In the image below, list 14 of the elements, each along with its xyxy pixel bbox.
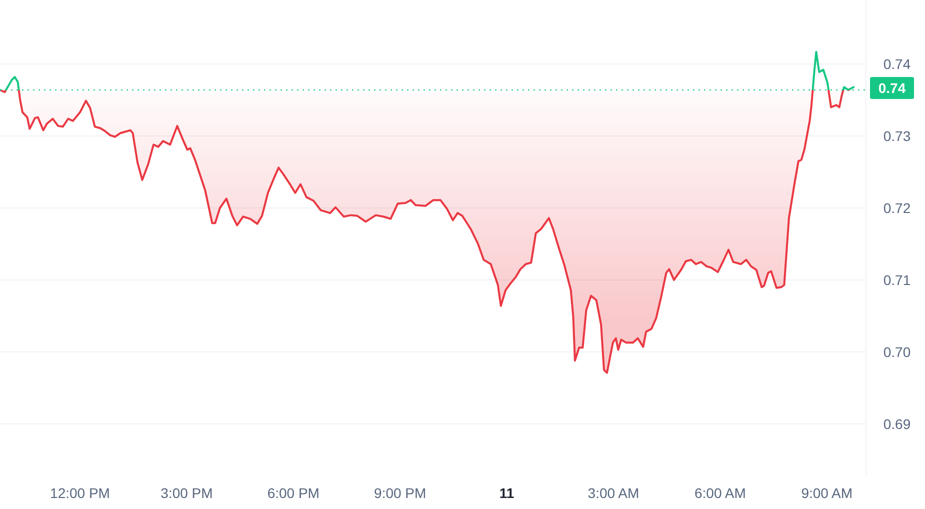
y-tick-label: 0.74 (883, 56, 911, 72)
y-tick-label: 0.70 (883, 344, 911, 360)
x-tick-label: 6:00 AM (694, 485, 746, 501)
y-tick-label: 0.71 (883, 272, 911, 288)
y-tick-label: 0.72 (883, 200, 911, 216)
x-tick-label: 9:00 PM (374, 485, 426, 501)
y-tick-label: 0.69 (883, 416, 911, 432)
x-tick-label: 11 (499, 485, 514, 501)
x-tick-label: 3:00 AM (588, 485, 640, 501)
x-tick-label: 3:00 PM (160, 485, 213, 501)
y-tick-label: 0.73 (883, 128, 911, 144)
x-tick-label: 6:00 PM (267, 485, 320, 501)
x-tick-label: 12:00 PM (50, 485, 110, 501)
x-tick-label: 9:00 AM (801, 485, 853, 501)
